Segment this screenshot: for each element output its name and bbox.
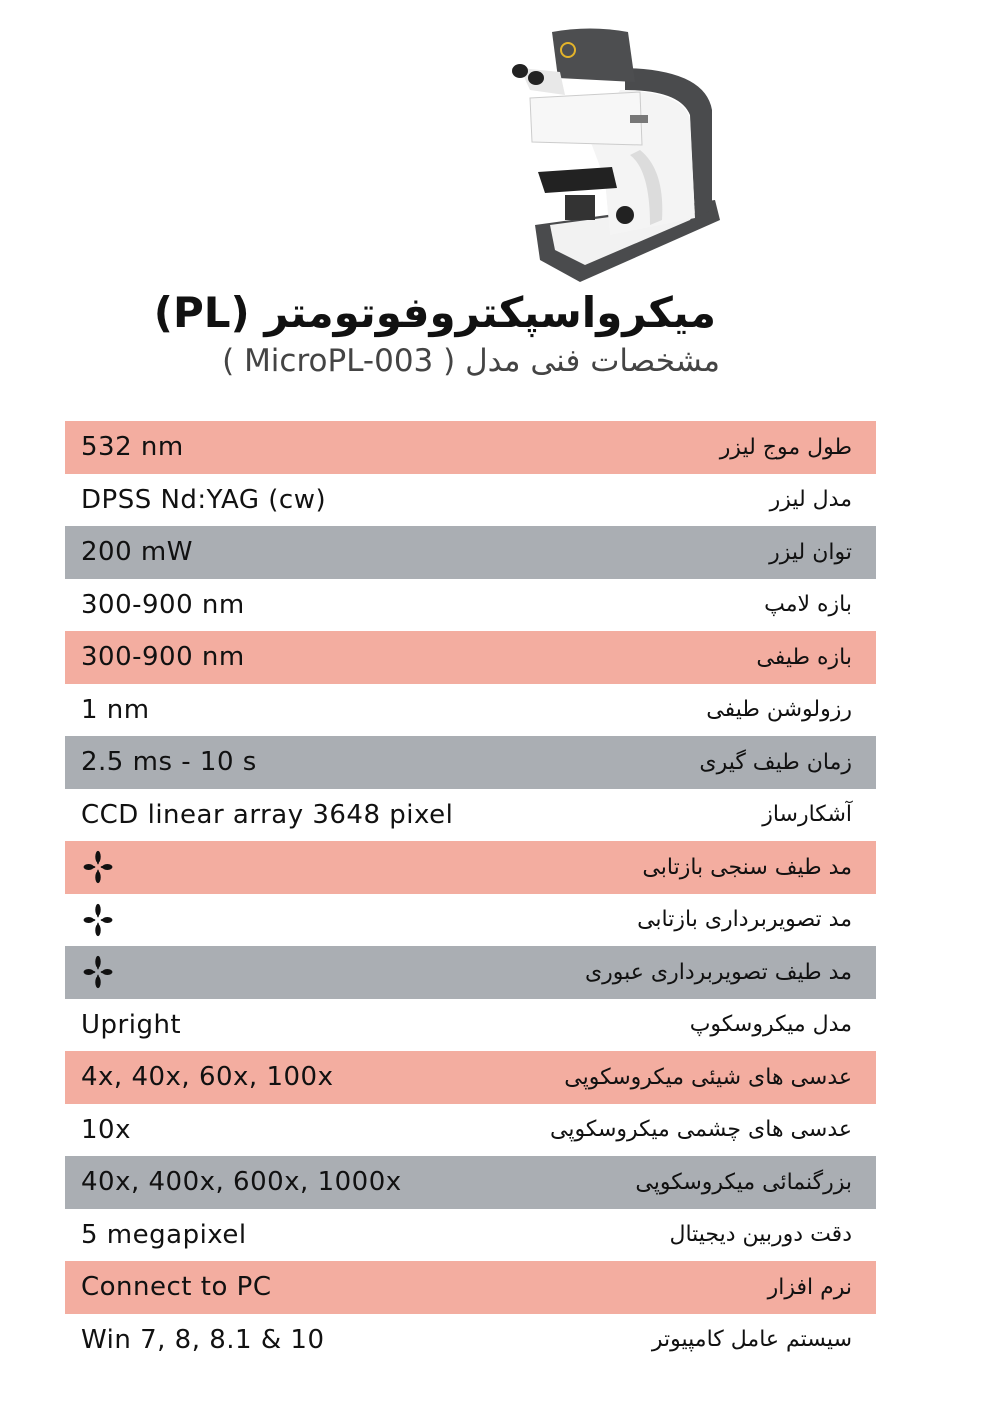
spec-value: 1 nm <box>81 694 150 725</box>
spec-value: Win 7, 8, 8.1 & 10 <box>81 1324 325 1355</box>
spec-label: بزرگنمائی میکروسکوپی <box>635 1169 852 1195</box>
spec-value: 4x, 40x, 60x, 100x <box>81 1062 334 1093</box>
spec-row: 10x عدسی های چشمی میکروسکوپی <box>65 1103 876 1156</box>
spec-label: طول موج لیزر <box>719 434 852 460</box>
spec-row: 1 nm رزولوشن طیفی <box>65 683 876 736</box>
spec-row: مد طیف سنجی بازتابی <box>65 841 876 894</box>
page-title: میکرواسپکتروفوتومتر (PL) <box>153 288 716 337</box>
spec-label: سیستم عامل کامپیوتر <box>651 1327 852 1353</box>
four-point-star-icon <box>83 851 113 884</box>
spec-row: Win 7, 8, 8.1 & 10 سیستم عامل کامپیوتر <box>65 1313 876 1366</box>
spec-row: Connect to PC نرم افزار <box>65 1261 876 1314</box>
spec-value: 2.5 ms - 10 s <box>81 747 257 778</box>
spec-row: 40x, 400x, 600x, 1000x بزرگنمائی میکروسکو… <box>65 1156 876 1209</box>
spec-value: DPSS Nd:YAG (cw) <box>81 484 327 515</box>
spec-label: مد طیف تصویربرداری عبوری <box>584 959 852 985</box>
spec-label: مد طیف سنجی بازتابی <box>642 854 852 880</box>
spec-row: DPSS Nd:YAG (cw) مدل لیزر <box>65 473 876 526</box>
spec-row: 4x, 40x, 60x, 100x عدسی های شیئی میکروسکو… <box>65 1051 876 1104</box>
spec-value: 40x, 400x, 600x, 1000x <box>81 1167 402 1198</box>
spec-value: 300-900 nm <box>81 589 245 620</box>
spec-label: مدل میکروسکوپ <box>689 1012 852 1038</box>
spec-label: بازه لامپ <box>764 592 852 618</box>
spec-label: نرم افزار <box>767 1274 852 1300</box>
spec-value: 532 nm <box>81 432 184 463</box>
spec-row: 532 nm طول موج لیزر <box>65 421 876 474</box>
spec-value: 300-900 nm <box>81 642 245 673</box>
spec-label: عدسی های شیئی میکروسکوپی <box>564 1064 852 1090</box>
spec-label: عدسی های چشمی میکروسکوپی <box>550 1117 852 1143</box>
spec-table: 532 nm طول موج لیزر DPSS Nd:YAG (cw) مدل لی… <box>65 421 876 1366</box>
spec-label: توان لیزر <box>769 539 852 565</box>
spec-value: 5 megapixel <box>81 1219 247 1250</box>
spec-label: مد تصویربرداری بازتابی <box>637 907 852 933</box>
page-subtitle: مشخصات فنی مدل ( MicroPL-003 ) <box>222 343 720 379</box>
spec-value: Connect to PC <box>81 1272 272 1303</box>
spec-value: CCD linear array 3648 pixel <box>81 799 454 830</box>
microscope-image <box>512 28 720 282</box>
spec-value: 200 mW <box>81 537 193 568</box>
spec-row: 5 megapixel دقت دوربین دیجیتال <box>65 1208 876 1261</box>
four-point-star-icon <box>83 903 113 936</box>
spec-label: بازه طیفی <box>756 644 852 670</box>
spec-label: زمان طیف گیری <box>699 749 852 775</box>
spec-row: Upright مدل میکروسکوپ <box>65 998 876 1051</box>
spec-label: آشکارساز <box>762 802 852 828</box>
spec-value: Upright <box>81 1009 182 1040</box>
spec-row: 200 mW توان لیزر <box>65 526 876 579</box>
spec-row: مد طیف تصویربرداری عبوری <box>65 946 876 999</box>
spec-row: 300-900 nm بازه طیفی <box>65 631 876 684</box>
spec-label: مدل لیزر <box>769 487 852 513</box>
spec-label: دقت دوربین دیجیتال <box>669 1222 852 1248</box>
spec-value: 10x <box>81 1114 131 1145</box>
four-point-star-icon <box>83 956 113 989</box>
spec-row: مد تصویربرداری بازتابی <box>65 893 876 946</box>
spec-row: 300-900 nm بازه لامپ <box>65 578 876 631</box>
spec-row: 2.5 ms - 10 s زمان طیف گیری <box>65 736 876 789</box>
spec-row: CCD linear array 3648 pixel آشکارساز <box>65 788 876 841</box>
spec-label: رزولوشن طیفی <box>706 697 852 723</box>
